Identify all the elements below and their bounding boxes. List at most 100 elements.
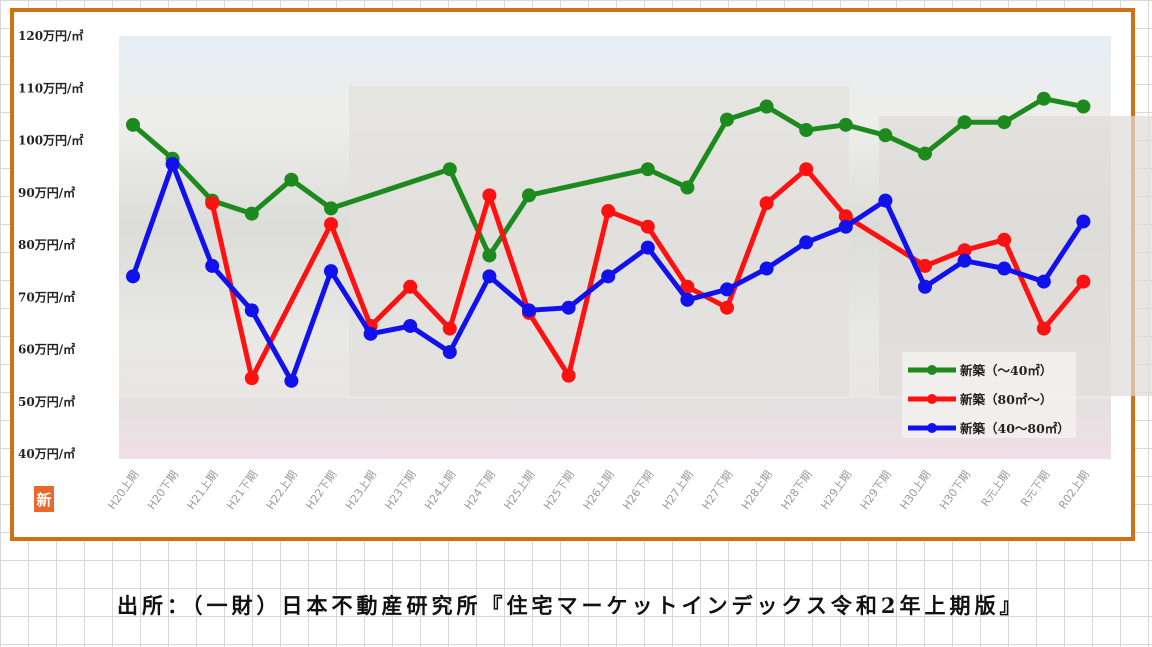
y-tick-label: 60万円/㎡ xyxy=(18,342,75,357)
x-tick-label: H25下期 xyxy=(541,468,577,512)
x-tick-label: H24上期 xyxy=(422,468,458,512)
building-photo-right xyxy=(879,116,1152,396)
data-point xyxy=(324,264,338,279)
y-tick-label: 50万円/㎡ xyxy=(18,394,75,409)
data-point xyxy=(1036,321,1051,336)
data-point xyxy=(403,318,418,333)
x-tick-label: H29下期 xyxy=(858,468,894,512)
line-chart: 40万円/㎡ 50万円/㎡ 60万円/㎡ 70万円/㎡ 80万円/㎡ 90万円/㎡ 100万… xyxy=(18,28,1092,512)
x-tick-label: H30上期 xyxy=(897,468,933,512)
data-point xyxy=(165,157,180,172)
legend-marker xyxy=(927,365,937,375)
data-point xyxy=(244,371,259,386)
x-tick-label: H23下期 xyxy=(383,468,419,512)
data-point xyxy=(918,258,932,273)
data-point xyxy=(838,219,853,234)
y-tick-label: 90万円/㎡ xyxy=(18,185,75,200)
data-point xyxy=(680,180,695,195)
data-point xyxy=(918,279,932,294)
data-point xyxy=(720,282,734,297)
x-tick-label: H25上期 xyxy=(501,468,537,512)
x-tick-label: H21上期 xyxy=(185,468,221,512)
data-point xyxy=(205,196,220,211)
data-point xyxy=(640,219,655,234)
x-tick-label: R02上期 xyxy=(1056,468,1092,511)
x-tick-label: H20下期 xyxy=(145,468,181,512)
data-point xyxy=(759,196,774,211)
data-point xyxy=(244,206,259,221)
data-point xyxy=(601,204,616,219)
data-point xyxy=(680,292,695,307)
data-point xyxy=(561,300,576,315)
x-tick-label: H22上期 xyxy=(264,468,300,512)
data-point xyxy=(284,172,299,187)
data-point xyxy=(680,279,695,294)
data-point xyxy=(878,128,893,143)
x-tick-label: H23上期 xyxy=(343,468,379,512)
x-tick-label: H20上期 xyxy=(105,468,141,512)
x-tick-label: H29上期 xyxy=(818,468,854,512)
legend-label: 新築（40～80㎡） xyxy=(960,421,1070,436)
x-tick-label: R元下期 xyxy=(1018,468,1052,509)
data-point xyxy=(838,117,853,132)
data-point xyxy=(799,162,814,177)
data-point xyxy=(324,201,338,216)
data-point xyxy=(403,279,418,294)
data-point xyxy=(759,99,774,114)
data-point xyxy=(1076,274,1091,289)
data-point xyxy=(957,253,972,268)
data-point xyxy=(1036,91,1051,106)
data-point xyxy=(126,269,140,284)
legend-label: 新築（～40㎡） xyxy=(960,363,1052,378)
data-point xyxy=(522,303,536,318)
data-point xyxy=(720,300,734,315)
shin-badge: 新 xyxy=(34,486,54,512)
x-tick-label: H26下期 xyxy=(620,468,656,512)
data-point xyxy=(640,240,655,255)
y-tick-label: 40万円/㎡ xyxy=(18,446,75,461)
data-point xyxy=(363,326,378,341)
data-point xyxy=(759,261,774,276)
data-point xyxy=(205,258,220,273)
chart-frame: 40万円/㎡ 50万円/㎡ 60万円/㎡ 70万円/㎡ 80万円/㎡ 90万円/㎡ 100万… xyxy=(10,8,1152,541)
x-tick-label: H27上期 xyxy=(660,468,696,512)
x-tick-label: R元上期 xyxy=(979,468,1013,509)
legend-marker xyxy=(927,394,937,404)
series-line-1 xyxy=(209,166,1086,381)
data-point xyxy=(284,373,299,388)
data-point xyxy=(1036,274,1051,289)
y-tick-label: 110万円/㎡ xyxy=(18,80,83,95)
x-tick-label: H21下期 xyxy=(224,468,260,512)
x-tick-label: H24下期 xyxy=(462,468,498,512)
data-point xyxy=(442,162,457,177)
data-point xyxy=(324,217,338,232)
x-tick-label: H27下期 xyxy=(699,468,735,512)
y-tick-label: 80万円/㎡ xyxy=(18,237,75,252)
y-tick-label: 100万円/㎡ xyxy=(18,133,83,148)
data-point xyxy=(997,115,1012,130)
data-point xyxy=(1076,214,1091,229)
x-tick-label: H22下期 xyxy=(303,468,339,512)
y-tick-label: 70万円/㎡ xyxy=(18,289,75,304)
series-line-0 xyxy=(130,96,1086,258)
data-point xyxy=(126,117,140,132)
data-point xyxy=(799,235,814,250)
data-point xyxy=(799,123,814,138)
y-tick-label: 120万円/㎡ xyxy=(18,28,83,43)
x-tick-label: H28下期 xyxy=(779,468,815,512)
data-point xyxy=(838,209,853,224)
data-point xyxy=(997,261,1012,276)
source-caption: 出所：（一財）日本不動産研究所『住宅マーケットインデックス令和2年上期版』 xyxy=(117,593,1025,618)
data-point xyxy=(601,269,616,284)
legend-marker xyxy=(927,423,937,433)
data-point xyxy=(997,232,1012,247)
data-point xyxy=(442,321,457,336)
data-point xyxy=(442,345,457,360)
data-point xyxy=(482,269,497,284)
data-point xyxy=(244,303,259,318)
data-point xyxy=(640,162,655,177)
data-point xyxy=(561,368,576,383)
data-point xyxy=(957,243,972,258)
legend-label: 新築（80㎡～） xyxy=(960,392,1052,407)
data-point xyxy=(720,112,734,127)
